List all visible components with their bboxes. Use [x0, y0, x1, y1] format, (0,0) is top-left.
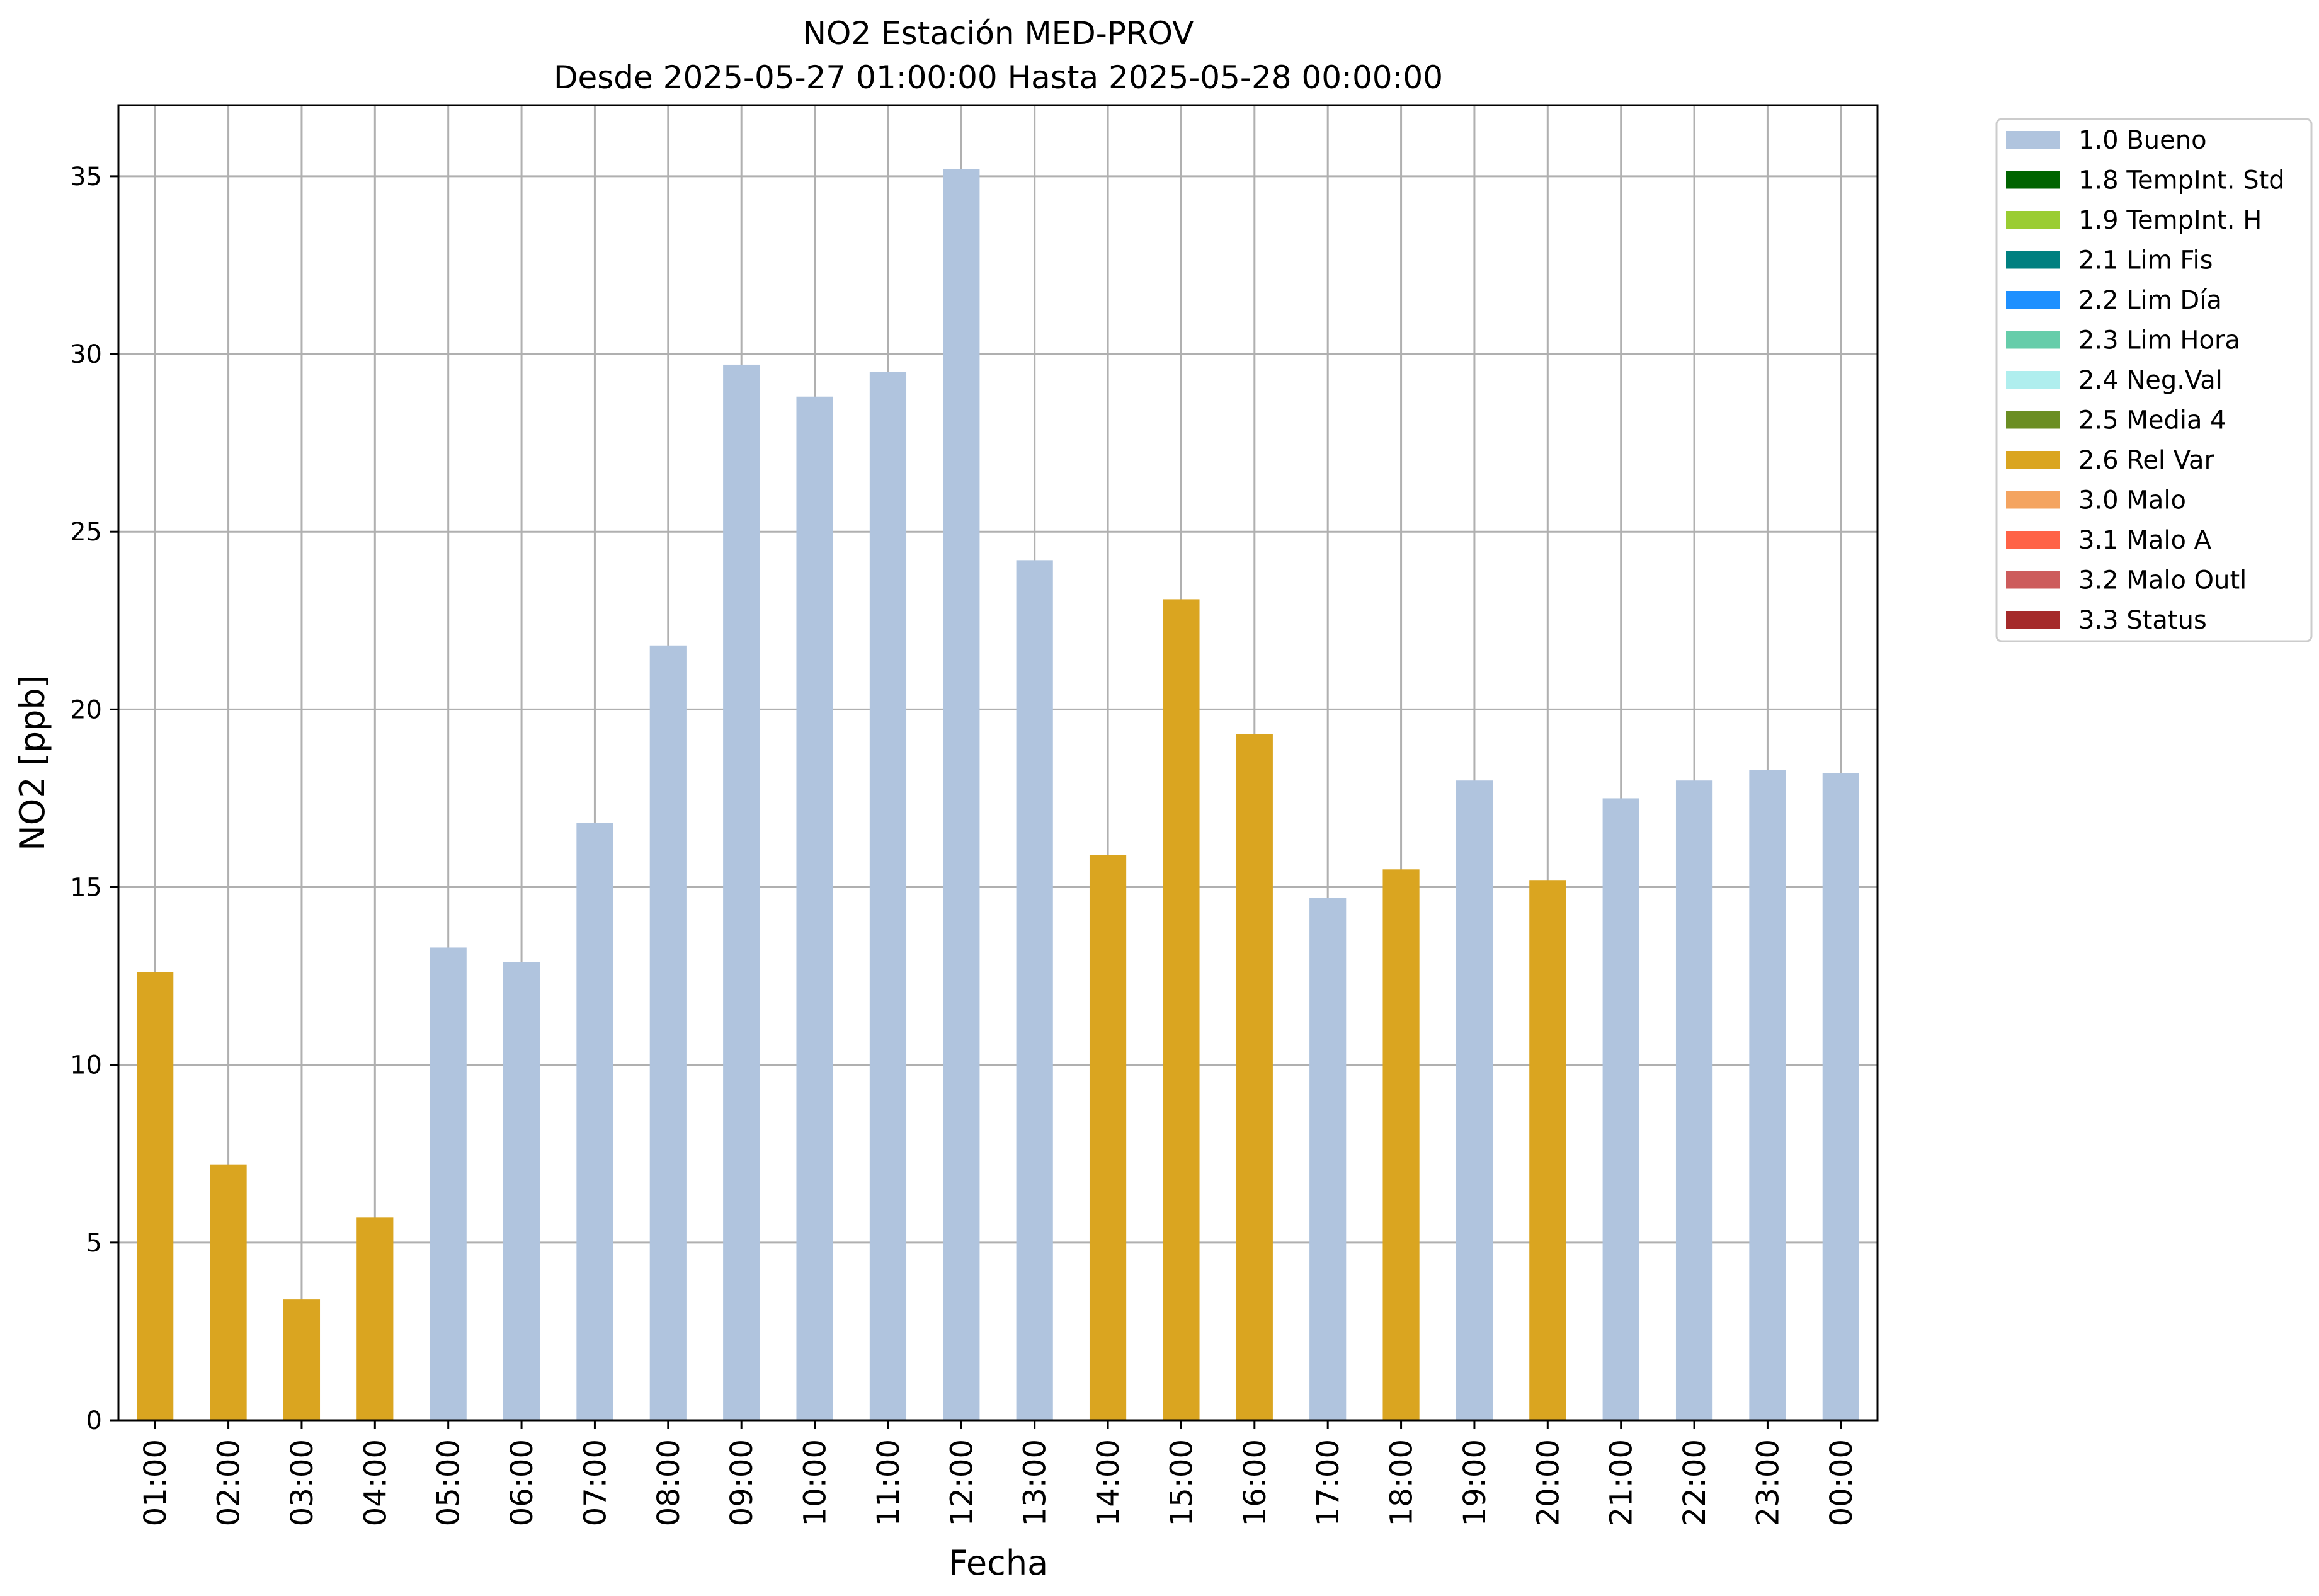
legend-swatch [2006, 371, 2060, 389]
chart-subtitle: Desde 2025-05-27 01:00:00 Hasta 2025-05-… [554, 59, 1443, 96]
x-axis-label: Fecha [949, 1543, 1048, 1583]
legend-swatch [2006, 251, 2060, 269]
x-tick-label: 08:00 [651, 1439, 687, 1526]
x-tick-label: 14:00 [1091, 1439, 1126, 1526]
legend-swatch [2006, 491, 2060, 509]
legend-label: 1.9 TempInt. H [2078, 206, 2262, 235]
legend-label: 3.3 Status [2078, 606, 2207, 635]
legend-swatch [2006, 131, 2060, 149]
bar-13:00 [1016, 560, 1053, 1420]
legend-swatch [2006, 211, 2060, 229]
legend-label: 2.1 Lim Fis [2078, 246, 2213, 275]
bar-03:00 [283, 1299, 321, 1420]
bar-11:00 [869, 372, 907, 1421]
x-tick-label: 07:00 [578, 1439, 613, 1526]
x-tick-label: 04:00 [358, 1439, 393, 1526]
legend-label: 1.8 TempInt. Std [2078, 166, 2285, 195]
x-tick-label: 23:00 [1750, 1439, 1786, 1526]
legend-label: 2.3 Lim Hora [2078, 326, 2240, 355]
y-tick-label: 10 [70, 1051, 102, 1080]
bar-08:00 [649, 645, 687, 1420]
legend-swatch [2006, 411, 2060, 429]
y-tick-label: 20 [70, 695, 102, 724]
y-axis-label: NO2 [ppb] [13, 675, 52, 850]
bars [137, 169, 1859, 1421]
x-tick-label: 00:00 [1824, 1439, 1859, 1526]
x-tick-label: 03:00 [285, 1439, 320, 1526]
x-tick-label: 05:00 [431, 1439, 467, 1526]
legend-swatch [2006, 291, 2060, 309]
legend-frame [1995, 118, 2313, 642]
bar-18:00 [1382, 869, 1420, 1420]
x-tick-label: 01:00 [138, 1439, 173, 1526]
x-tick-label: 20:00 [1530, 1439, 1566, 1526]
x-axis: 01:00 02:00 03:00 04:00 05:00 06:00 07:00 08:00… [138, 1420, 1859, 1526]
x-tick-label: 13:00 [1018, 1439, 1053, 1526]
bar-09:00 [723, 364, 760, 1420]
legend-swatch [2006, 611, 2060, 629]
chart-title: NO2 Estación MED-PROV [803, 15, 1194, 52]
bar-01:00 [137, 972, 174, 1420]
bar-00:00 [1822, 773, 1859, 1420]
x-tick-label: 12:00 [944, 1439, 979, 1526]
y-axis: 0 5 10 15 20 25 30 35 [70, 162, 118, 1435]
bar-15:00 [1163, 599, 1200, 1420]
x-tick-label: 19:00 [1457, 1439, 1493, 1526]
legend-swatch [2006, 451, 2060, 469]
legend-label: 2.2 Lim Día [2078, 286, 2222, 315]
x-tick-label: 18:00 [1384, 1439, 1420, 1526]
plot-frame [117, 104, 1879, 1422]
legend-swatch [2006, 571, 2060, 589]
legend-label: 2.4 Neg.Val [2078, 366, 2223, 395]
x-tick-label: 06:00 [504, 1439, 540, 1526]
bar-12:00 [943, 169, 980, 1420]
x-tick-label: 15:00 [1164, 1439, 1199, 1526]
y-tick-label: 25 [70, 518, 102, 547]
x-tick-label: 17:00 [1311, 1439, 1346, 1526]
y-tick-label: 0 [86, 1406, 102, 1435]
bar-02:00 [210, 1164, 247, 1420]
legend-label: 2.5 Media 4 [2078, 406, 2226, 435]
legend-label: 2.6 Rel Var [2078, 446, 2215, 475]
legend-swatch [2006, 531, 2060, 549]
x-tick-label: 21:00 [1604, 1439, 1639, 1526]
x-tick-label: 10:00 [798, 1439, 833, 1526]
bar-06:00 [503, 962, 540, 1420]
y-tick-label: 15 [70, 874, 102, 903]
legend-label: 3.0 Malo [2078, 486, 2186, 515]
y-tick-label: 35 [70, 162, 102, 191]
x-tick-label: 16:00 [1238, 1439, 1273, 1526]
x-tick-label: 02:00 [212, 1439, 247, 1526]
bar-20:00 [1529, 880, 1566, 1420]
bar-16:00 [1236, 734, 1273, 1420]
bar-04:00 [356, 1217, 394, 1420]
y-tick-label: 5 [86, 1229, 102, 1258]
y-tick-label: 30 [70, 340, 102, 369]
legend-swatch [2006, 171, 2060, 189]
legend: 1.0 Bueno 1.8 TempInt. Std 1.9 TempInt. H 2… [1995, 118, 2313, 642]
legend-label: 3.1 Malo A [2078, 526, 2212, 555]
bar-10:00 [796, 396, 833, 1420]
x-tick-label: 11:00 [871, 1439, 906, 1526]
legend-label: 1.0 Bueno [2078, 126, 2207, 155]
bar-05:00 [430, 947, 467, 1420]
x-tick-label: 22:00 [1677, 1439, 1712, 1526]
legend-label: 3.2 Malo Outl [2078, 566, 2247, 595]
bar-19:00 [1456, 780, 1493, 1420]
legend-swatch [2006, 331, 2060, 349]
bar-23:00 [1749, 770, 1786, 1420]
x-tick-label: 09:00 [724, 1439, 760, 1526]
bar-14:00 [1089, 855, 1127, 1420]
bar-17:00 [1309, 898, 1347, 1420]
bar-07:00 [576, 823, 613, 1420]
bar-21:00 [1602, 798, 1639, 1420]
bar-22:00 [1675, 780, 1713, 1420]
